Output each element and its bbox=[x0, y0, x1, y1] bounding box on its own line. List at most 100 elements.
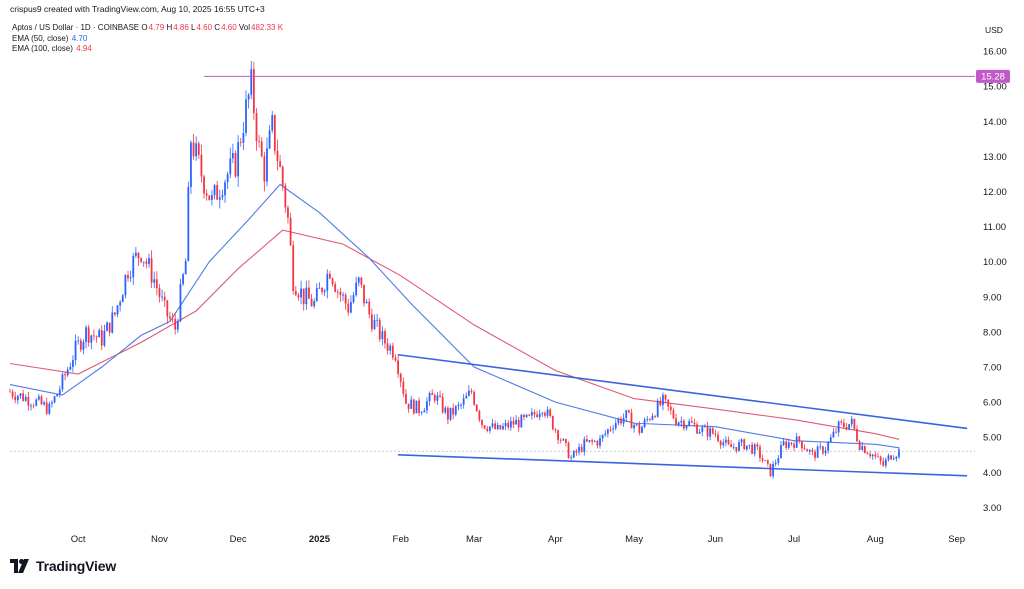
candle-body bbox=[289, 217, 292, 246]
legend-ema100-row[interactable]: EMA (100, close) 4.94 bbox=[12, 44, 283, 55]
candle-body bbox=[877, 456, 879, 458]
candle-body bbox=[643, 419, 646, 427]
legend-close: C4.60 bbox=[214, 23, 237, 32]
candle-body bbox=[14, 396, 17, 401]
candle-body bbox=[108, 322, 111, 333]
candle-body bbox=[271, 115, 274, 131]
candle-body bbox=[247, 94, 250, 100]
candle-body bbox=[148, 258, 150, 264]
candle-body bbox=[588, 440, 591, 442]
candle-body bbox=[418, 400, 420, 414]
candle-body bbox=[520, 414, 523, 428]
candle-body bbox=[499, 424, 502, 430]
candle-body bbox=[323, 290, 326, 293]
legend-symbol[interactable]: Aptos / US Dollar · 1D · COINBASE bbox=[12, 23, 140, 32]
y-tick-label: 14.00 bbox=[983, 117, 1007, 128]
candle-body bbox=[470, 390, 473, 393]
candle-body bbox=[667, 399, 670, 407]
candle-body bbox=[339, 291, 342, 296]
candle-body bbox=[586, 439, 588, 442]
legend-open: O4.79 bbox=[141, 23, 165, 32]
candle-body bbox=[874, 454, 877, 457]
candle-body bbox=[740, 439, 743, 443]
candle-body bbox=[554, 429, 557, 431]
ema50-line bbox=[9, 183, 900, 449]
candle-body bbox=[16, 396, 19, 401]
candle-body bbox=[882, 461, 885, 466]
x-tick-label: Oct bbox=[71, 534, 86, 545]
candle-body bbox=[672, 410, 675, 419]
legend-ema50-row[interactable]: EMA (50, close) 4.70 bbox=[12, 34, 283, 45]
candle-body bbox=[654, 416, 656, 417]
candle-body bbox=[221, 195, 224, 198]
candle-body bbox=[572, 450, 575, 458]
tradingview-logo[interactable]: TradingView bbox=[10, 558, 116, 574]
candle-body bbox=[187, 186, 190, 262]
candle-body bbox=[711, 428, 714, 434]
candle-body bbox=[347, 303, 350, 313]
candle-body bbox=[444, 407, 447, 413]
legend-ema50-label: EMA (50, close) bbox=[12, 33, 69, 43]
candle-body bbox=[252, 69, 255, 114]
candle-body bbox=[683, 420, 685, 429]
y-tick-label: 7.00 bbox=[983, 363, 1002, 374]
candle-body bbox=[176, 321, 179, 330]
candle-body bbox=[415, 400, 418, 414]
candle-body bbox=[688, 421, 691, 426]
candle-body bbox=[866, 452, 869, 455]
y-tick-label: 4.00 bbox=[983, 468, 1002, 479]
candle-body bbox=[51, 402, 53, 404]
candle-body bbox=[129, 277, 132, 279]
x-tick-label: Mar bbox=[466, 534, 482, 545]
candle-body bbox=[211, 195, 213, 200]
candle-body bbox=[604, 433, 607, 435]
candle-body bbox=[732, 447, 735, 448]
candle-body bbox=[787, 442, 790, 448]
candle-body bbox=[745, 445, 748, 450]
candle-body bbox=[61, 374, 64, 390]
candle-body bbox=[530, 412, 533, 416]
candle-body bbox=[336, 291, 339, 293]
candle-body bbox=[420, 412, 423, 414]
candle-body bbox=[662, 394, 664, 406]
candle-body bbox=[43, 402, 45, 405]
candle-body bbox=[467, 390, 470, 396]
candle-body bbox=[567, 443, 570, 459]
candle-body bbox=[840, 421, 843, 423]
time-axis: Oct Nov Dec 2025 Feb Mar Apr May Jun Jul Aug Sep bbox=[71, 534, 965, 545]
candle-body bbox=[368, 301, 371, 315]
candle-body bbox=[402, 381, 405, 394]
candle-body bbox=[753, 444, 756, 454]
candle-body bbox=[772, 463, 774, 477]
chart-credit: crispus9 created with TradingView.com, A… bbox=[10, 4, 265, 14]
candle-body bbox=[701, 427, 704, 432]
candle-body bbox=[858, 441, 861, 450]
candle-body bbox=[258, 141, 261, 142]
y-tick-label: 3.00 bbox=[983, 503, 1002, 514]
x-tick-label: May bbox=[625, 534, 643, 545]
candle-body bbox=[37, 396, 40, 400]
x-tick-label: Feb bbox=[393, 534, 409, 545]
candle-body bbox=[166, 300, 169, 317]
candle-body bbox=[599, 438, 601, 446]
candles bbox=[9, 60, 900, 479]
legend-high: H4.86 bbox=[166, 23, 189, 32]
candle-body bbox=[898, 449, 900, 457]
candle-body bbox=[565, 439, 567, 444]
candle-body bbox=[677, 422, 680, 426]
candle-body bbox=[124, 274, 127, 296]
candle-body bbox=[785, 441, 788, 448]
x-tick-label: 2025 bbox=[309, 534, 331, 545]
x-tick-label: Jul bbox=[788, 534, 800, 545]
candle-body bbox=[203, 176, 205, 194]
legend-ema100-label: EMA (100, close) bbox=[12, 44, 73, 53]
candle-body bbox=[349, 302, 352, 313]
y-tick-label: 12.00 bbox=[983, 187, 1007, 198]
candle-body bbox=[321, 288, 323, 293]
candle-body bbox=[90, 335, 93, 343]
candle-body bbox=[53, 396, 56, 403]
candle-body bbox=[690, 421, 693, 423]
candle-body bbox=[596, 441, 599, 446]
candle-body bbox=[116, 305, 119, 315]
